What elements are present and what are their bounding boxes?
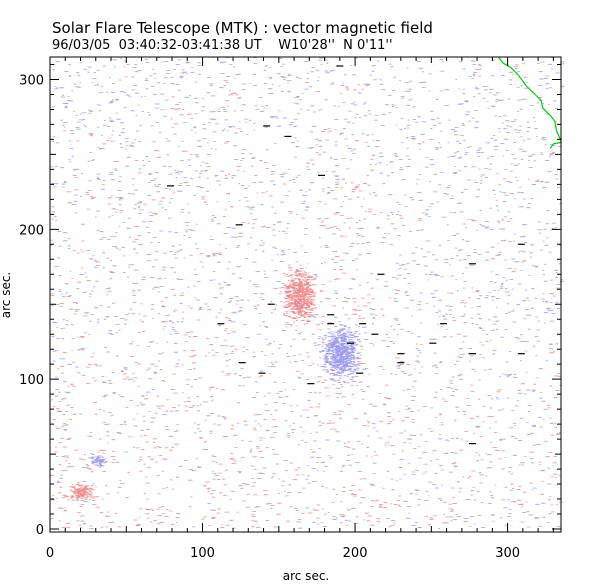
y-axis-label: arc sec. [0,272,13,318]
chart-title: Solar Flare Telescope (MTK) : vector mag… [52,19,433,37]
tick-marks [49,57,561,532]
x-tick-label: 300 [495,546,520,561]
plot-frame [49,56,562,533]
y-tick-labels: 0 100 200 300 [19,73,44,538]
x-tick-labels: 0 100 200 300 [46,546,520,561]
chart-subtitle: 96/03/05 03:40:32-03:41:38 UT W10'28'' N… [52,38,393,53]
negative-polarity-field [50,56,565,530]
x-tick-label: 200 [343,546,368,561]
x-axis-label: arc sec. [283,569,329,583]
y-tick-label: 300 [19,73,44,88]
magnetic-field-map [50,56,565,530]
y-tick-label: 100 [19,373,44,388]
positive-polarity-field [50,57,564,529]
y-tick-label: 0 [36,523,44,538]
x-tick-label: 0 [46,546,54,561]
x-tick-label: 100 [190,546,215,561]
limb-contour [498,56,562,149]
axis-ticks [49,57,561,532]
transverse-field-vectors [167,65,525,445]
y-tick-label: 200 [19,223,44,238]
limb-contour-line [498,56,562,149]
